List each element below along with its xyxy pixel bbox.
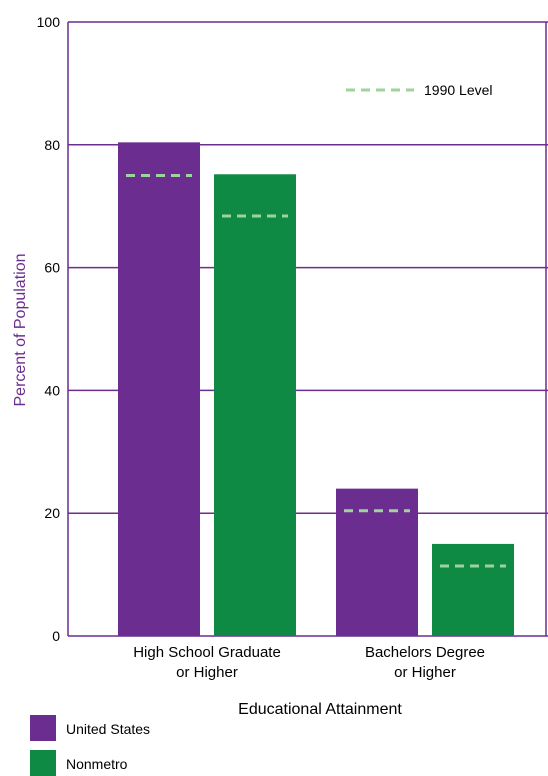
y-tick-label-100: 100	[37, 14, 61, 30]
category-label-0-line-1: or Higher	[176, 664, 238, 681]
legend-label-united-states: United States	[66, 721, 150, 737]
y-tick-label-20: 20	[44, 505, 60, 521]
x-axis-title: Educational Attainment	[238, 701, 402, 718]
bars	[118, 142, 514, 636]
reference-legend: 1990 Level	[346, 82, 493, 98]
legend-label-nonmetro: Nonmetro	[66, 756, 128, 772]
reference-legend-label: 1990 Level	[424, 82, 493, 98]
y-tick-label-80: 80	[44, 137, 60, 153]
legend-swatch-nonmetro	[30, 750, 56, 776]
category-label-0-line-0: High School Graduate	[133, 644, 281, 661]
y-axis-title: Percent of Population	[12, 254, 29, 407]
bar-nonmetro-0	[214, 174, 296, 636]
bar-united-states-1	[336, 488, 418, 636]
reference-lines	[126, 174, 506, 568]
category-label-1-line-0: Bachelors Degree	[365, 644, 485, 661]
legend-swatch-united-states	[30, 715, 56, 741]
y-tick-label-60: 60	[44, 260, 60, 276]
y-tick-labels: 0 20 40 60 80 100	[37, 14, 61, 644]
y-tick-label-40: 40	[44, 382, 60, 398]
category-label-1-line-1: or Higher	[394, 664, 456, 681]
x-category-labels: High School Graduate or Higher Bachelors D…	[133, 644, 485, 681]
series-legend: United States Nonmetro	[30, 715, 150, 776]
bar-united-states-0	[118, 142, 200, 636]
bar-nonmetro-1	[432, 543, 514, 636]
y-tick-label-0: 0	[52, 628, 60, 644]
